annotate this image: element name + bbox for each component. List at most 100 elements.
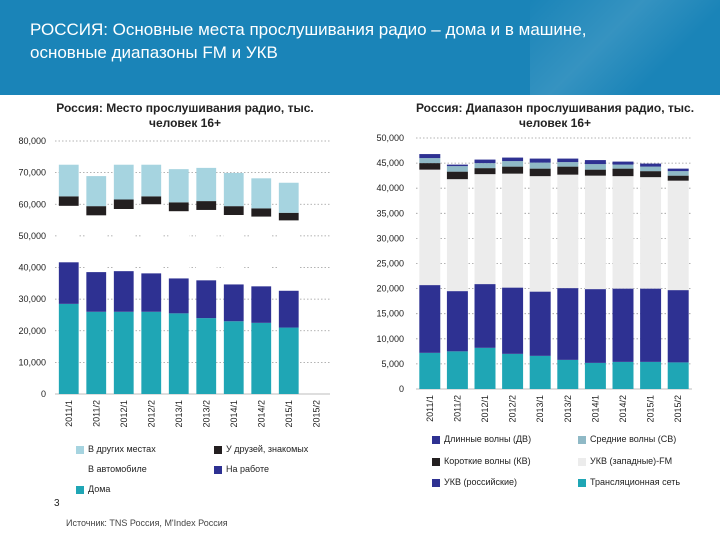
location-x-tick-label: 2014/1 [229,400,239,428]
location-legend-item: У друзей, знакомых [214,444,308,454]
band-bar-2011/1-series-5 [419,154,441,159]
location-bar-2013/1-series-1 [168,277,189,314]
band-bar-2011/1-series-0 [419,352,441,389]
location-x-tick-label: 2015/1 [284,400,294,428]
location-y-tick-label: 60,000 [18,199,46,209]
location-bar-2011/2-series-3 [86,206,107,216]
location-bar-2014/2-series-3 [251,208,272,217]
band-bar-2014/2-series-1 [612,288,634,362]
location-bar-2012/1-series-4 [113,164,134,200]
location-bar-2012/2-series-3 [141,196,162,205]
location-bar-2013/2-series-4 [196,167,217,202]
chart-band: 0 5,000 10,000 15,000 20,000 25,000 30,000 35,0… [376,133,692,423]
band-y-tick-label: 20,000 [376,284,404,294]
band-bar-2011/1-series-3 [419,163,441,170]
band-legend-swatch [578,478,586,487]
location-bar-2012/1-series-2 [113,208,135,272]
location-bar-2012/2-series-1 [141,272,162,312]
band-bar-2012/1-series-1 [474,284,496,348]
band-x-tick-label: 2013/1 [535,395,545,423]
location-legend-label: В автомобиле [88,464,147,474]
band-legend-label: Средние волны (СВ) [590,434,677,444]
band-bar-2014/1-series-3 [584,169,606,176]
location-bar-2015/1-series-2 [278,219,300,291]
location-bar-2015/1-series-4 [278,182,299,213]
band-bar-2015/1-series-3 [640,171,662,178]
band-bar-2015/2-series-4 [667,171,689,176]
location-legend-item: Дома [76,484,110,494]
location-legend-swatch [214,445,222,454]
location-legend-item: На работе [214,464,269,474]
band-y-tick-label: 40,000 [376,183,404,193]
band-legend-item: Средние волны (СВ) [578,434,676,444]
location-bar-2012/2-series-0 [141,311,162,394]
band-bar-2012/1-series-0 [474,347,496,389]
band-bar-2014/2-series-4 [612,164,634,169]
band-legend-item: Трансляционная сеть [578,477,680,487]
band-bar-2015/1-series-0 [640,361,662,389]
location-bar-2011/1-series-1 [58,261,79,304]
location-x-tick-label: 2013/2 [201,400,211,428]
slide-header: РОССИЯ: Основные места прослушивания рад… [0,0,720,95]
location-bar-2012/2-series-2 [140,203,162,274]
location-legend-label: В других местах [88,444,156,454]
band-legend-label: Короткие волны (КВ) [444,456,531,466]
band-bar-2014/1-series-5 [584,160,606,165]
location-bar-2015/1-series-3 [278,212,299,221]
location-bar-2012/2-series-4 [141,164,162,197]
source-note: Источник: TNS Россия, M'Index Россия [66,518,228,528]
band-legend-label: УКВ (российские) [444,477,517,487]
band-bar-2011/1-series-4 [419,158,441,164]
chart-title-band: Россия: Диапазон прослушивания радио, ты… [415,101,695,130]
location-x-tick-label: 2013/1 [174,400,184,428]
band-bar-2012/2-series-3 [502,166,524,174]
band-bar-2012/1-series-2 [474,174,496,285]
band-legend-swatch [578,435,586,444]
location-legend-label: На работе [226,464,270,474]
location-bar-2014/2-series-2 [250,216,272,287]
location-bar-2013/2-series-1 [196,279,217,319]
location-y-tick-label: 20,000 [18,326,46,336]
location-bar-2013/1-series-4 [168,169,189,203]
band-legend-swatch [432,478,440,487]
header-decoration [530,0,720,95]
band-bar-2011/2-series-4 [446,166,468,172]
location-x-tick-label: 2011/2 [91,400,101,427]
location-bar-2014/2-series-1 [251,285,272,323]
location-bar-2014/2-series-4 [251,178,272,209]
band-bar-2013/2-series-5 [557,158,579,163]
band-bar-2015/2-series-5 [667,168,689,172]
location-bar-2013/2-series-2 [195,209,217,281]
band-bar-2015/1-series-5 [640,163,662,167]
location-y-tick-label: 50,000 [18,231,46,241]
location-legend-swatch [76,465,84,474]
location-legend-swatch [76,485,84,494]
band-bar-2012/2-series-4 [502,161,524,167]
location-x-tick-label: 2014/2 [256,400,266,428]
location-bar-2014/1-series-0 [223,321,244,394]
band-x-tick-label: 2015/1 [646,395,656,423]
band-x-tick-label: 2011/2 [452,395,462,422]
band-bar-2015/1-series-4 [640,166,662,172]
location-bar-2014/1-series-2 [223,214,245,285]
band-bar-2012/1-series-4 [474,163,496,169]
location-y-tick-label: 80,000 [18,136,46,146]
location-y-tick-label: 40,000 [18,263,46,273]
band-bar-2013/2-series-3 [557,166,579,175]
location-x-tick-label: 2015/2 [311,400,321,428]
band-x-tick-label: 2013/2 [563,395,573,423]
location-x-tick-label: 2012/2 [146,400,156,428]
band-legend-label: Длинные волны (ДВ) [444,434,532,444]
location-bar-2013/2-series-3 [196,201,217,210]
band-bar-2014/1-series-2 [584,175,606,290]
band-bar-2012/2-series-0 [502,353,524,389]
band-x-tick-label: 2011/1 [425,395,435,422]
location-bar-2011/2-series-2 [85,214,107,273]
location-bar-2011/1-series-0 [58,303,79,394]
location-legend-swatch [76,445,84,454]
location-bar-2011/2-series-4 [86,176,107,207]
location-bar-2013/1-series-3 [168,202,189,212]
band-legend-swatch [432,435,440,444]
band-bar-2011/2-series-2 [446,179,468,292]
location-bar-2013/1-series-0 [168,313,189,394]
